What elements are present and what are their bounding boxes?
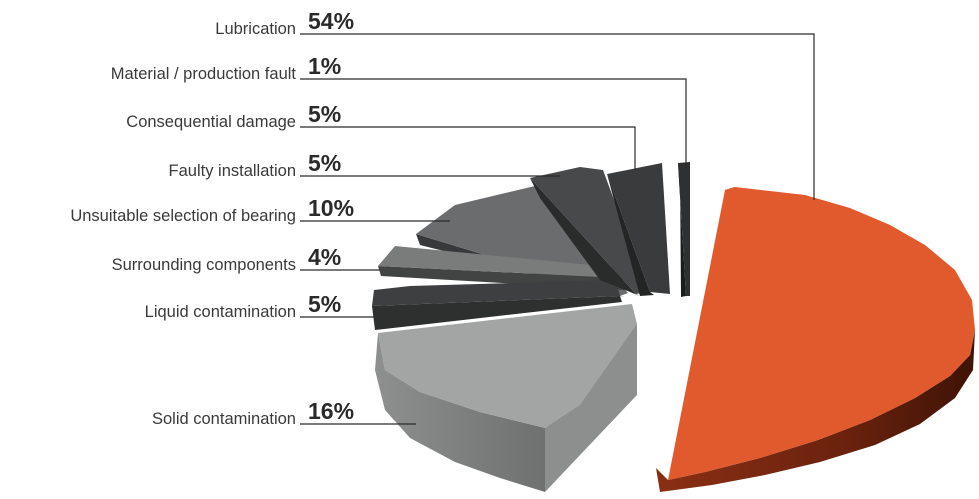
pie-slice-side-lubrication [656, 330, 975, 492]
pie-slice-solid-contamination [375, 304, 637, 492]
value-label-liquid-contamination: 5% [308, 291, 341, 317]
pie-slice-material-production-fault [678, 162, 690, 297]
value-label-unsuitable-selection-of-bearing: 10% [308, 195, 354, 221]
leader-line-lubrication [300, 33, 815, 200]
pie-slice-lubrication [656, 187, 975, 492]
pie-slice-liquid-contamination [372, 280, 622, 330]
slices-layer [372, 162, 975, 492]
category-label-lubrication: Lubrication [215, 20, 296, 38]
pie-slice-side-solid-contamination [375, 333, 545, 492]
value-label-lubrication: 54% [308, 8, 354, 34]
pie-slice-top-solid-contamination [378, 304, 637, 428]
labels-layer: Lubrication 54% Material / production faul… [70, 8, 815, 428]
category-label-faulty-installation: Faulty installation [169, 162, 296, 180]
value-label-solid-contamination: 16% [308, 398, 354, 424]
category-label-material-production-fault: Material / production fault [111, 65, 297, 83]
pie-slice-face-solid-contamination [545, 324, 637, 492]
pie-slice-top-material-production-fault [678, 162, 690, 296]
value-label-surrounding-components: 4% [308, 244, 341, 270]
pie-slice-top-consequential-damage [607, 163, 670, 294]
value-label-faulty-installation: 5% [308, 150, 341, 176]
pie-slice-top-faulty-installation [530, 167, 648, 294]
leader-line-consequential-damage [300, 126, 636, 170]
pie-slice-consequential-damage [607, 163, 670, 296]
pie-slice-top-lubrication [668, 187, 975, 480]
category-label-solid-contamination: Solid contamination [152, 410, 296, 428]
category-label-consequential-damage: Consequential damage [126, 113, 296, 131]
pie-slice-side-liquid-contamination [372, 296, 622, 330]
leader-line-material-production-fault [300, 78, 687, 168]
value-label-consequential-damage: 5% [308, 101, 341, 127]
category-label-surrounding-components: Surrounding components [112, 256, 296, 274]
category-label-unsuitable-selection-of-bearing: Unsuitable selection of bearing [70, 207, 296, 225]
pie-slice-top-liquid-contamination [372, 280, 620, 306]
pie-slice-top-surrounding-components [378, 246, 622, 278]
pie-slice-faulty-installation [530, 167, 648, 296]
category-label-liquid-contamination: Liquid contamination [145, 303, 296, 321]
pie-slice-side-material-production-fault [678, 163, 686, 297]
value-label-material-production-fault: 1% [308, 53, 341, 79]
